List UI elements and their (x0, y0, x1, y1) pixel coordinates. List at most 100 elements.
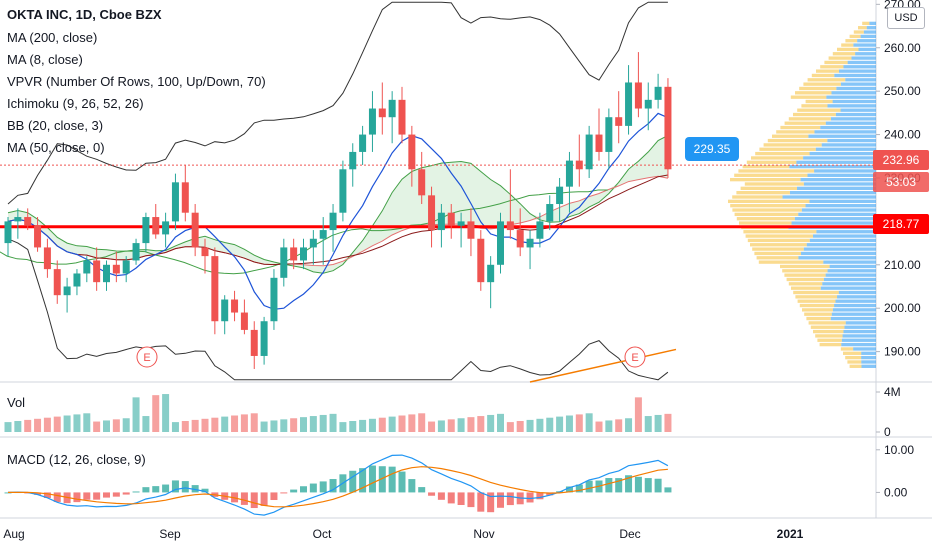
macd-histogram-bar (83, 492, 91, 500)
ma200-line (529, 348, 677, 383)
time-label: 2021 (777, 527, 804, 541)
volume-bar (171, 422, 179, 432)
candle-body (132, 243, 140, 261)
volume-profile-down (743, 230, 817, 234)
macd-signal-line (8, 466, 668, 508)
volume-profile-up (858, 47, 876, 52)
time-label: Sep (159, 527, 181, 541)
candle-body (93, 260, 101, 283)
volume-profile-up (800, 177, 876, 182)
macd-histogram-bar (428, 492, 436, 496)
volume-profile-down (788, 117, 831, 121)
legend-ichimoku[interactable]: Ichimoku (9, 26, 52, 26) (7, 96, 144, 111)
volume-profile-up (812, 234, 876, 238)
volume-bar (250, 413, 258, 432)
volume-bar (122, 418, 130, 432)
candle-body (162, 221, 170, 235)
current-price-label: 232.96 (873, 150, 929, 170)
macd-histogram-bar (447, 492, 455, 504)
price-tick-label: 190.00 (884, 345, 921, 359)
volume-profile-up (831, 91, 876, 95)
macd-histogram-bar (93, 492, 101, 500)
volume-profile-up (820, 286, 876, 290)
volume-profile-down (755, 151, 810, 156)
legend-ma200[interactable]: MA (200, close) (7, 30, 98, 45)
volume-profile-down (746, 160, 797, 164)
macd-histogram-bar (605, 478, 613, 493)
ichimoku-cloud (8, 135, 668, 274)
volume-profile-up (807, 173, 876, 177)
volume-profile-up (808, 134, 876, 138)
volume-profile-up (820, 125, 876, 130)
candle-body (221, 299, 229, 322)
volume-profile-up (841, 338, 876, 342)
macd-histogram-bar (319, 481, 327, 493)
currency-button[interactable]: USD (887, 7, 925, 29)
bollinger-lower (7, 238, 669, 381)
volume-profile-down (843, 351, 862, 355)
volume-bar (516, 421, 524, 432)
volume-bar (142, 416, 150, 432)
volume-profile-up (803, 247, 876, 251)
price-tick-label: 240.00 (884, 128, 921, 142)
candle-body (181, 182, 189, 213)
volume-profile-down (797, 108, 841, 112)
volume-bar (240, 414, 248, 432)
candle-body (43, 247, 51, 270)
volume-bar (132, 397, 140, 432)
volume-profile-up (861, 360, 876, 364)
candle-body (605, 117, 613, 152)
macd-tick-label: 0.00 (884, 485, 908, 499)
chart-title: OKTA INC, 1D, Cboe BZX (7, 7, 162, 22)
volume-bar (191, 419, 199, 432)
macd-histogram-bar (132, 491, 140, 493)
candle-body (644, 99, 652, 109)
volume-bar (565, 415, 573, 432)
volume-bar (506, 422, 514, 432)
volume-profile-down (728, 199, 810, 204)
legend-bb[interactable]: BB (20, close, 3) (7, 118, 104, 133)
volume-profile-down (828, 56, 852, 60)
legend-vol[interactable]: Vol (7, 395, 26, 410)
volume-bar (83, 413, 91, 432)
volume-bar (319, 414, 327, 432)
volume-profile-up (822, 282, 876, 286)
volume-profile-up (789, 164, 876, 169)
macd-histogram-bar (162, 484, 170, 493)
legend-vpvr[interactable]: VPVR (Number Of Rows, 100, Up/Down, 70) (7, 74, 266, 89)
volume-profile-down (820, 65, 844, 69)
earnings-marker (136, 346, 158, 368)
volume-bar (368, 418, 376, 432)
macd-histogram-bar (378, 466, 386, 493)
volume-profile-up (845, 78, 876, 82)
candle-body (575, 160, 583, 170)
candle-body (34, 225, 42, 248)
legend-ma8[interactable]: MA (8, close) (7, 52, 83, 67)
volume-bar (231, 415, 239, 432)
candle-body (152, 217, 160, 235)
bollinger-upper (7, 1, 668, 205)
candle-body (211, 256, 219, 322)
macd-histogram-bar (171, 480, 179, 493)
volume-bar (477, 416, 485, 432)
macd-histogram-bar (536, 492, 544, 500)
volume-bar (595, 421, 603, 432)
volume-profile-up (853, 347, 876, 351)
macd-histogram-bar (437, 492, 445, 500)
volume-bar (339, 422, 347, 432)
volume-bar (428, 421, 436, 432)
volume-bar (546, 417, 554, 432)
candle-body (280, 247, 288, 278)
candle-body (122, 260, 130, 274)
volume-profile-up (798, 256, 876, 260)
volume-profile-up (825, 273, 876, 277)
volume-tick-label: 4M (884, 385, 901, 399)
macd-histogram-bar (122, 492, 130, 495)
volume-profile-down (758, 260, 824, 264)
volume-profile-down (841, 43, 854, 47)
legend-macd[interactable]: MACD (12, 26, close, 9) (7, 452, 146, 467)
legend-ma50[interactable]: MA (50, close, 0) (7, 140, 105, 155)
volume-bar (34, 418, 42, 432)
